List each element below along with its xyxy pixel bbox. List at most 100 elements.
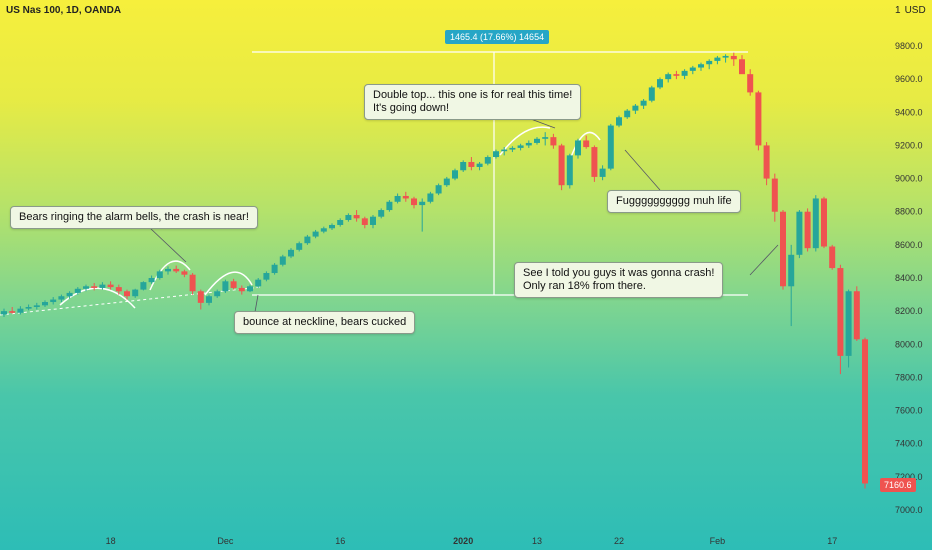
candle-up [714,57,721,61]
candle-down [755,92,762,146]
candle-up [74,288,81,293]
arc-double-top-2 [569,131,601,161]
candle-down [558,145,565,186]
note-bears[interactable]: Bears ringing the alarm bells, the crash… [10,206,258,229]
candle-up [165,268,171,272]
candle-up [132,289,139,297]
y-axis: 7000.0 7200.0 7400.0 7600.0 7800.0 8000.0 8200… [895,41,923,515]
y-tick-label: 8800.0 [895,207,923,217]
candle-up [214,291,221,297]
candle-up [599,168,606,177]
candle-up [452,170,458,179]
note-crash-line2: Only ran 18% from there. [523,280,646,292]
y-tick-label: 8400.0 [895,273,923,283]
candle-down [181,271,188,275]
candle-up [206,296,212,303]
candle-up [222,281,229,292]
y-tick-label: 9600.0 [895,74,923,84]
neckline-dashed [0,286,263,316]
candle-up [509,147,516,150]
candle-up [575,140,581,156]
candle-down [9,311,16,313]
candle-down [115,287,122,292]
candle-up [156,271,163,278]
candle-down [747,74,754,93]
candle-up [525,142,532,146]
candle-up [534,138,540,143]
symbol-title: US Nas 100, 1D, OANDA [6,5,122,16]
candle-up [345,215,352,220]
candle-up [140,282,147,290]
candle-down [361,218,368,225]
candle-up [99,284,106,288]
note-fugg[interactable]: Fugggggggggg muh life [607,190,741,213]
candle-up [337,220,344,225]
note-crash-line1: See I told you guys it was gonna crash! [523,267,715,279]
y-tick-label: 9400.0 [895,107,923,117]
x-tick-label: 16 [335,536,345,546]
candle-up [1,311,7,315]
x-tick-label: 17 [827,536,837,546]
x-tick-label: Dec [217,536,234,546]
candle-up [624,110,631,118]
candle-down [230,281,237,288]
candles [1,52,868,489]
note-double-top[interactable]: Double top... this one is for real this … [364,84,582,120]
candle-up [566,155,573,186]
candle-up [378,210,385,217]
candle-up [279,256,286,265]
candle-up [288,249,294,257]
note-crash[interactable]: See I told you guys it was gonna crash! … [514,262,724,298]
pointer-bounce [254,294,259,313]
candle-up [33,305,40,307]
candle-down [771,178,778,212]
pointer-bears [149,227,187,263]
arc-right-shoulder [204,271,253,296]
candle-down [804,211,811,249]
candle-up [370,216,376,225]
candle-down [837,268,844,356]
candle-up [501,149,508,152]
candle-down [763,145,770,179]
candle-down [739,59,745,75]
candle-down [238,287,245,292]
candle-up [58,296,65,300]
y-tick-label: 7000.0 [895,505,923,515]
candle-up [148,278,155,283]
x-tick-label: Feb [710,536,726,546]
candle-down [91,286,98,288]
candle-down [468,162,475,167]
arc-double-top-1 [499,126,551,156]
y-tick-label: 8000.0 [895,339,923,349]
candle-up [435,185,442,194]
scale-label: 1 [895,5,901,16]
candle-up [17,308,24,313]
candle-up [607,125,614,169]
candle-down [197,291,204,303]
y-tick-label: 9200.0 [895,140,923,150]
candle-up [517,145,524,148]
last-price-tag: 7160.6 [880,478,916,492]
candle-up [845,291,852,356]
candle-up [419,201,426,206]
y-tick-label: 9000.0 [895,174,923,184]
arc-left-shoulder [59,287,136,309]
candle-up [722,55,729,58]
candle-up [788,254,795,287]
candle-up [83,286,89,289]
candle-down [173,268,180,272]
candle-up [50,299,57,303]
arc-head [149,260,191,291]
candle-up [255,279,262,287]
x-tick-label: 22 [614,536,624,546]
note-double-top-line1: Double top... this one is for real this … [373,89,573,101]
candle-down [780,211,786,287]
y-tick-label: 7200.0 [895,472,923,482]
candle-down [673,74,680,76]
note-bounce[interactable]: bounce at neckline, bears cucked [234,311,416,334]
note-bears-text: Bears ringing the alarm bells, the crash… [19,211,249,223]
note-fugg-text: Fugggggggggg muh life [616,195,732,207]
candle-down [353,215,360,219]
candle-down [829,246,836,269]
